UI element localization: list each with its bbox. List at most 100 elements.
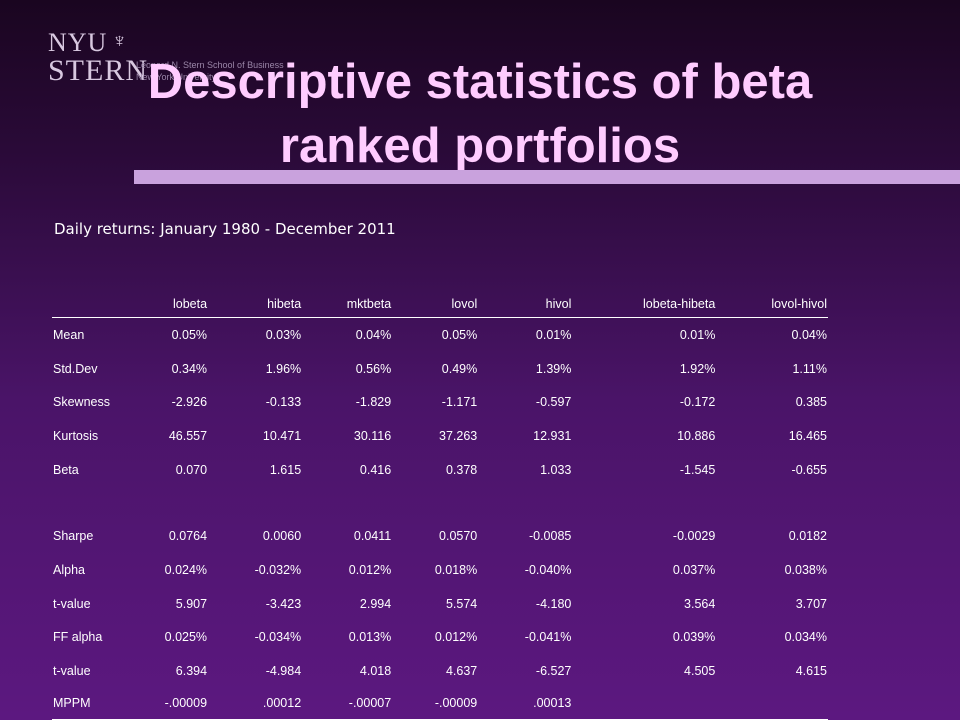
table-cell: -0.032% (254, 562, 302, 577)
row-label: Beta (53, 462, 79, 477)
table-cell (302, 486, 392, 519)
logo-stern-text: STERN (48, 54, 149, 87)
table-cell: -1.171 (441, 395, 478, 410)
table-cell: 1.96% (265, 361, 302, 376)
table-header-row: lobeta hibeta mktbeta lovol hivol lobeta… (52, 291, 828, 318)
table-cell: 0.0182 (788, 529, 827, 544)
table-cell (392, 486, 478, 519)
row-label: FF alpha (53, 630, 103, 645)
logo-nyu-text: NYU (48, 28, 108, 57)
table-cell (572, 486, 716, 519)
table-cell: -0.597 (535, 395, 572, 410)
table-cell: .00013 (478, 687, 573, 720)
column-header: lovol (392, 291, 479, 318)
table-cell: -.00009 (122, 687, 209, 720)
table-cell: 0.05% (441, 327, 478, 342)
table-cell: -0.0029 (672, 529, 716, 544)
table-cell: -.00007 (302, 687, 393, 720)
table-cell: -2.926 (171, 395, 208, 410)
table-cell: 3.707 (795, 596, 827, 611)
table-cell: 0.0570 (439, 529, 478, 544)
table-cell: 4.637 (445, 664, 478, 679)
table-cell: -1.829 (355, 395, 392, 410)
nyu-stern-logo: NYU ♆ STERN Leonard N. Stern School of B… (48, 28, 284, 88)
table-cell: 0.018% (434, 562, 478, 577)
row-label: t-value (53, 664, 91, 679)
column-header: hivol (478, 291, 573, 318)
table-cell: 0.01% (679, 327, 716, 342)
table-cell: 1.39% (535, 361, 572, 376)
table-cell: -0.040% (524, 562, 572, 577)
statistics-table: lobeta hibeta mktbeta lovol hivol lobeta… (52, 291, 828, 720)
table-cell: 0.05% (171, 327, 208, 342)
table-cell: 0.037% (672, 562, 716, 577)
table-cell: -4.180 (535, 596, 572, 611)
table-cell: -0.172 (679, 395, 716, 410)
table-cell: 1.033 (540, 462, 572, 477)
row-label: Std.Dev (53, 361, 98, 376)
column-header: hibeta (208, 291, 303, 318)
table-cell: 0.012% (348, 562, 392, 577)
table-cell: 6.394 (175, 664, 208, 679)
table-cell: 0.0411 (353, 529, 392, 544)
table-cell (208, 486, 302, 519)
table-cell: 0.385 (795, 395, 827, 410)
table-cell: 4.615 (795, 664, 827, 679)
table-row: Skewness -2.926 -0.133 -1.829 -1.171 -0.… (52, 385, 828, 419)
slide-title-line2: ranked portfolios (279, 119, 681, 173)
table-cell: 5.907 (175, 596, 208, 611)
torch-icon: ♆ (112, 30, 127, 52)
table-cell: 4.018 (359, 664, 392, 679)
table-cell: 0.034% (784, 630, 827, 645)
table-cell (716, 486, 828, 519)
row-label: Sharpe (53, 529, 94, 544)
logo-subtitle-school: Leonard N. Stern School of Business (136, 60, 284, 70)
slide-title-line1: Descriptive statistics of beta (147, 55, 813, 109)
table-cell: 3.564 (684, 596, 716, 611)
table-cell: 30.116 (353, 428, 392, 443)
table-row: Std.Dev 0.34% 1.96% 0.56% 0.49% 1.39% 1.… (52, 352, 828, 386)
column-header (52, 291, 122, 318)
table-cell: -0.133 (265, 395, 302, 410)
table-cell: 0.0764 (168, 529, 208, 544)
table-cell: 0.03% (265, 327, 302, 342)
table-cell: 0.070 (175, 462, 208, 477)
table-cell: 1.92% (679, 361, 716, 376)
table-cell: 0.039% (672, 630, 716, 645)
table-cell: -6.527 (535, 664, 572, 679)
table-row: t-value 6.394 -4.984 4.018 4.637 -6.527 … (52, 654, 828, 688)
table-cell: 0.01% (535, 327, 572, 342)
row-label: Alpha (53, 562, 85, 577)
table-cell: 0.024% (164, 562, 208, 577)
table-cell: 0.56% (355, 361, 392, 376)
row-label: Kurtosis (53, 428, 99, 443)
table-cell: -0.655 (791, 462, 827, 477)
table-row: FF alpha 0.025% -0.034% 0.013% 0.012% -0… (52, 621, 828, 655)
table-cell: 0.0060 (262, 529, 302, 544)
table-cell: 0.038% (784, 562, 827, 577)
table-cell: 0.04% (355, 327, 392, 342)
table-cell: -3.423 (265, 596, 302, 611)
logo-subtitle-university: New York University (136, 72, 217, 82)
table-cell: 46.557 (168, 428, 208, 443)
table-cell: 16.465 (788, 428, 827, 443)
table-cell: -0.041% (524, 630, 572, 645)
table-cell: 37.263 (439, 428, 478, 443)
table-row: MPPM -.00009 .00012 -.00007 -.00009 .000… (52, 687, 828, 720)
table-cell: 4.505 (684, 664, 716, 679)
table-cell (716, 687, 828, 720)
table-cell: -1.545 (679, 462, 716, 477)
table-cell (52, 486, 122, 519)
table-cell: 10.886 (677, 428, 716, 443)
table-cell: 2.994 (359, 596, 392, 611)
table-cell: 0.378 (445, 462, 478, 477)
table-cell: 0.025% (164, 630, 208, 645)
table-cell (478, 486, 572, 519)
table-cell: 5.574 (445, 596, 478, 611)
table-cell: 1.11% (792, 361, 827, 376)
table-spacer-row (52, 486, 828, 519)
column-header: lobeta (122, 291, 209, 318)
row-label: MPPM (52, 687, 122, 720)
table-row: Alpha 0.024% -0.032% 0.012% 0.018% -0.04… (52, 553, 828, 587)
column-header: mktbeta (302, 291, 393, 318)
